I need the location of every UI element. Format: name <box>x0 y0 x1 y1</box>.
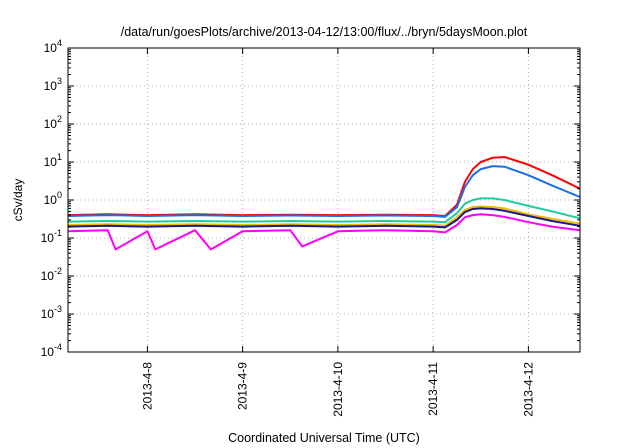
series-layer <box>67 156 581 251</box>
y-tick-label: 102 <box>44 114 62 131</box>
x-tick-label: 2013-4-9 <box>236 362 250 410</box>
x-tick-label: 2013-4-11 <box>426 362 440 416</box>
y-tick-label: 101 <box>44 152 62 169</box>
series-line <box>67 207 581 229</box>
y-tick-label: 10-2 <box>41 266 62 283</box>
y-tick-label: 104 <box>44 38 62 55</box>
series-line <box>67 213 581 251</box>
y-tick-label: 10-1 <box>41 228 62 245</box>
x-tick-label: 2013-4-8 <box>140 362 154 410</box>
y-tick-label: 10-3 <box>41 304 62 321</box>
y-tick-label: 103 <box>44 76 62 93</box>
y-axis-label: cSv/day <box>11 179 25 222</box>
x-axis-label: Coordinated Universal Time (UTC) <box>228 431 420 445</box>
y-axis: 10-4 10-3 10-2 10-1 100 101 102 103 104 <box>41 38 580 359</box>
chart-title: /data/run/goesPlots/archive/2013-04-12/1… <box>121 25 528 39</box>
series-line <box>67 205 581 227</box>
x-axis: 2013-4-8 2013-4-9 2013-4-10 2013-4-11 2013-4… <box>140 48 535 417</box>
x-tick-label: 2013-4-12 <box>521 362 535 417</box>
y-tick-label: 100 <box>44 190 62 207</box>
series-line <box>67 197 581 224</box>
y-tick-label: 10-4 <box>41 342 62 359</box>
series-line <box>67 165 581 218</box>
x-tick-label: 2013-4-10 <box>331 362 345 417</box>
